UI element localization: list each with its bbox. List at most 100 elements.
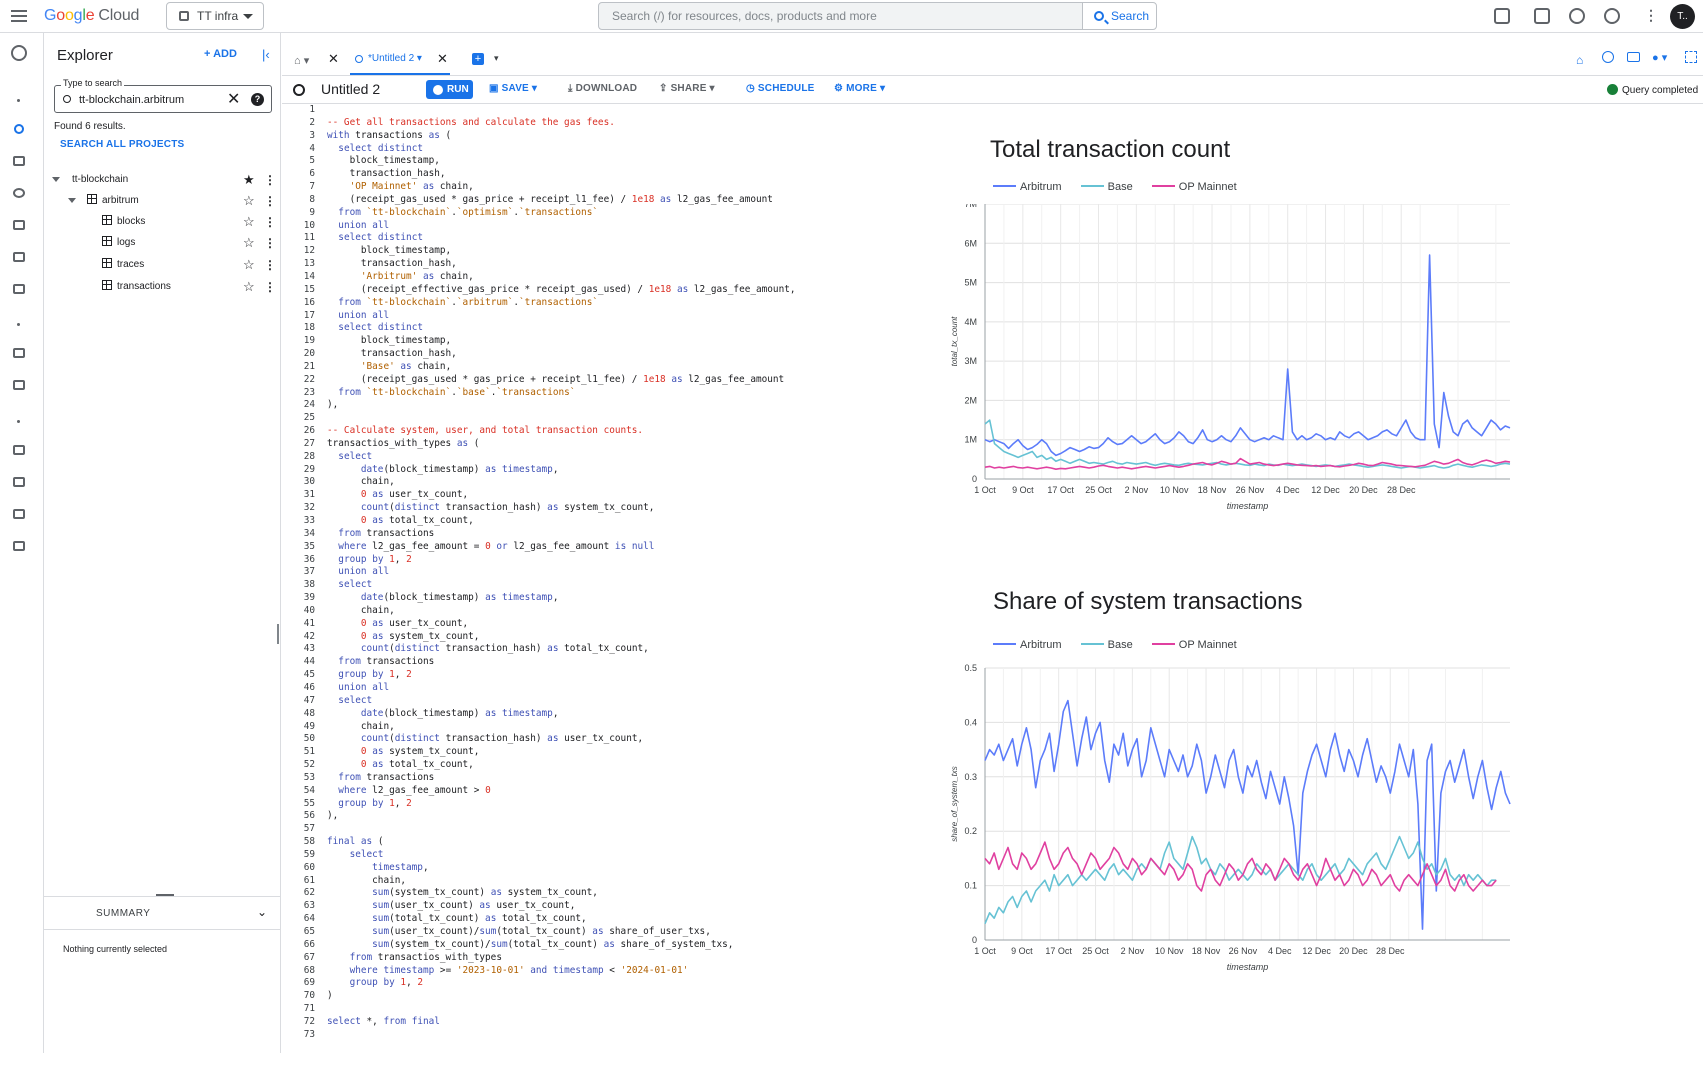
total-tx-count-chart[interactable]: 0 1M 2M 3M 4M 5M 6M 7M 1 Oct 9 Oct 17 Oct 25 Oct 2 N…	[942, 204, 1703, 624]
transfers-icon[interactable]	[13, 156, 25, 166]
project-picker[interactable]: TT infra	[166, 2, 264, 30]
code-line[interactable]: transactios_with_types as (	[327, 437, 480, 449]
star-outline-icon[interactable]: ☆	[243, 235, 255, 250]
legend-item[interactable]: Base	[1080, 181, 1133, 193]
tree-item-project[interactable]: tt-blockchain ★ ⋮	[50, 170, 276, 190]
code-line[interactable]: sum(user_tx_count) as user_tx_count,	[372, 900, 576, 912]
more-actions-icon[interactable]: ⋮	[264, 280, 276, 294]
code-line[interactable]: block_timestamp,	[327, 245, 452, 257]
code-line[interactable]: 0 as user_tx_count,	[360, 617, 469, 629]
code-line[interactable]: count(distinct transaction_hash) as tota…	[360, 643, 649, 655]
code-line[interactable]: select	[338, 579, 373, 591]
code-line[interactable]: where l2_gas_fee_amount > 0	[338, 784, 491, 796]
legend-item[interactable]: OP Mainnet	[1151, 181, 1237, 193]
code-line[interactable]: block_timestamp,	[327, 335, 452, 347]
chevron-down-icon[interactable]: ⌄	[257, 905, 268, 919]
code-line[interactable]: group by 1, 2	[349, 977, 424, 989]
code-line[interactable]: date(block_timestamp) as timestamp,	[360, 592, 559, 604]
share-of-system-txs-chart[interactable]: 0 0.1 0.2 0.3 0.4 0.5 1 Oct 9 Oct 17 Oct 25 Oct 2 …	[942, 659, 1703, 1079]
tree-item-table[interactable]: transactions ☆ ⋮	[50, 277, 276, 297]
more-actions-icon[interactable]: ⋮	[264, 194, 276, 208]
more-actions-icon[interactable]: ⋮	[264, 215, 276, 229]
code-line[interactable]: date(block_timestamp) as timestamp,	[360, 707, 559, 719]
tree-item-table[interactable]: blocks ☆ ⋮	[50, 212, 276, 232]
code-line[interactable]: sum(user_tx_count)/sum(total_tx_count) a…	[372, 926, 711, 937]
code-line[interactable]: select distinct	[338, 322, 423, 334]
code-line[interactable]: from transactions	[338, 527, 435, 539]
help-icon[interactable]: ?	[251, 93, 264, 106]
dataform-icon[interactable]	[13, 284, 25, 294]
star-filled-icon[interactable]: ★	[243, 172, 255, 187]
code-line[interactable]	[327, 823, 796, 836]
summary-section-header[interactable]: SUMMARY ⌄	[44, 896, 280, 930]
code-line[interactable]: union all	[338, 219, 390, 231]
code-line[interactable]: select *, from final	[327, 1015, 440, 1027]
code-line[interactable]: select distinct	[338, 232, 423, 244]
code-line[interactable]: transaction_hash,	[327, 168, 446, 180]
home-tab-icon[interactable]: ⌂ ▾	[294, 55, 310, 67]
wrench-icon[interactable]	[13, 380, 25, 390]
legend-item[interactable]: OP Mainnet	[1151, 639, 1237, 651]
notes-icon[interactable]	[1494, 8, 1510, 24]
code-line[interactable]: 'Arbitrum' as chain,	[360, 270, 474, 282]
legend-item[interactable]: Base	[1080, 639, 1133, 651]
code-line[interactable]: 0 as total_tx_count,	[360, 759, 474, 771]
lock-icon[interactable]	[13, 541, 25, 551]
schedule-button[interactable]: ◷ SCHEDULE	[746, 83, 815, 94]
code-line[interactable]: chain,	[327, 874, 407, 886]
code-line[interactable]: group by 1, 2	[338, 669, 412, 681]
code-line[interactable]: chain,	[327, 476, 395, 488]
tab-untitled-2[interactable]: *Untitled 2 ▾	[350, 44, 450, 75]
query-title[interactable]: Untitled 2	[321, 81, 381, 97]
code-line[interactable]: -- Calculate system, user, and total tra…	[327, 425, 644, 437]
code-line[interactable]: transaction_hash,	[327, 258, 457, 270]
settings-table-icon[interactable]	[13, 509, 25, 519]
code-line[interactable]: from `tt-blockchain`.`arbitrum`.`transac…	[338, 296, 598, 308]
code-line[interactable]: with transactions as (	[327, 129, 452, 141]
star-outline-icon[interactable]: ☆	[243, 214, 255, 229]
legend-item[interactable]: Arbitrum	[993, 639, 1062, 651]
jobs-list-icon[interactable]	[13, 348, 25, 358]
more-actions-icon[interactable]: ⋮	[264, 236, 276, 250]
info-icon[interactable]	[1602, 51, 1614, 63]
expand-caret-icon[interactable]	[68, 198, 76, 203]
download-button[interactable]: ⤓ DOWNLOAD	[568, 83, 638, 94]
star-outline-icon[interactable]: ☆	[243, 257, 255, 272]
code-line[interactable]	[327, 1003, 796, 1016]
monitoring-chart-icon[interactable]	[13, 445, 25, 455]
code-line[interactable]: (receipt_gas_used * gas_price + receipt_…	[327, 193, 773, 205]
resize-handle[interactable]	[156, 894, 174, 896]
code-line[interactable]: select distinct	[338, 142, 423, 154]
capacity-icon[interactable]	[13, 477, 25, 487]
code-line[interactable]: count(distinct transaction_hash) as user…	[360, 733, 644, 745]
code-line[interactable]: 0 as total_tx_count,	[360, 515, 474, 526]
code-line[interactable]: group by 1, 2	[338, 553, 412, 565]
code-line[interactable]: from `tt-blockchain`.`optimism`.`transac…	[338, 206, 598, 218]
code-line[interactable]: ),	[327, 810, 339, 822]
code-line[interactable]: (receipt_effective_gas_price * receipt_g…	[327, 283, 796, 295]
more-options-icon[interactable]: ⋮	[1644, 7, 1658, 23]
code-line[interactable]: -- Get all transactions and calculate th…	[327, 116, 615, 128]
legend-item[interactable]: Arbitrum	[993, 181, 1062, 193]
code-line[interactable]: 0 as system_tx_count,	[360, 630, 480, 642]
hamburger-menu-icon[interactable]	[11, 10, 27, 22]
search-field-value[interactable]: tt-blockchain.arbitrum	[79, 94, 185, 106]
share-button[interactable]: ⇪ SHARE ▾	[659, 83, 715, 94]
code-line[interactable]: from `tt-blockchain`.`base`.`transaction…	[338, 386, 576, 398]
more-button[interactable]: ⚙ MORE ▾	[834, 83, 886, 94]
search-all-projects-link[interactable]: SEARCH ALL PROJECTS	[60, 139, 185, 150]
dataflow-icon[interactable]	[13, 252, 25, 262]
tree-item-table[interactable]: traces ☆ ⋮	[50, 255, 276, 275]
code-line[interactable]: 0 as system_tx_count,	[360, 746, 480, 758]
code-line[interactable]: sum(total_tx_count) as total_tx_count,	[372, 913, 587, 925]
code-line[interactable]: from transactions	[338, 656, 435, 668]
code-line[interactable]: select	[338, 694, 373, 706]
sql-editor[interactable]: 1 2 3 4 5 6 7 8 9 10 11 12 13 14 15 16 17 18 19 20 21 22 23 24 2…	[282, 104, 942, 1053]
code-line[interactable]: union all	[338, 681, 390, 693]
google-cloud-logo[interactable]: Google Cloud	[44, 7, 140, 24]
avatar[interactable]: T..	[1670, 4, 1695, 29]
code-line[interactable]: from transactions	[338, 771, 435, 783]
analytics-hub-icon[interactable]	[13, 220, 25, 230]
code-line[interactable]: chain,	[327, 720, 395, 732]
star-outline-icon[interactable]: ☆	[243, 279, 255, 294]
